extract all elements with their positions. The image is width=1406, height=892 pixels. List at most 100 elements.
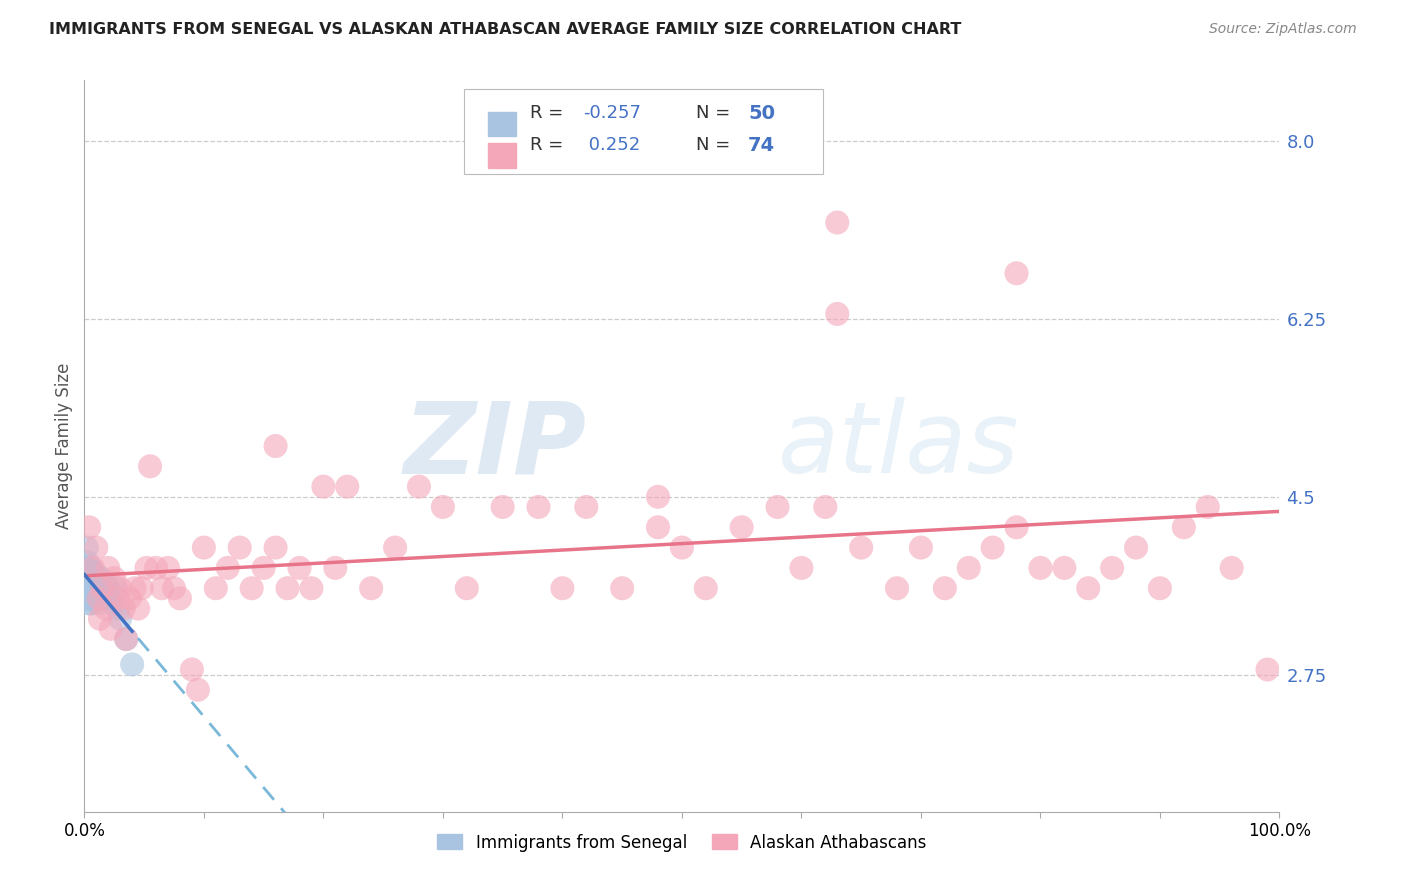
Point <box>135 561 157 575</box>
Point <box>827 307 849 321</box>
Point <box>82 561 104 575</box>
Point <box>551 581 574 595</box>
Point <box>131 581 153 595</box>
Point <box>264 541 287 555</box>
Point <box>886 581 908 595</box>
Point <box>205 581 228 595</box>
Legend: Immigrants from Senegal, Alaskan Athabascans: Immigrants from Senegal, Alaskan Athabas… <box>430 827 934 858</box>
Point <box>814 500 837 514</box>
Point <box>1053 561 1076 575</box>
Text: Source: ZipAtlas.com: Source: ZipAtlas.com <box>1209 22 1357 37</box>
Point <box>312 480 335 494</box>
Text: atlas: atlas <box>778 398 1019 494</box>
Point <box>851 541 873 555</box>
Point <box>77 586 100 600</box>
Text: N =: N = <box>696 136 735 153</box>
Point <box>647 490 669 504</box>
Point <box>77 581 100 595</box>
Point <box>910 541 932 555</box>
Point <box>84 576 107 591</box>
Point <box>240 581 263 595</box>
Text: 0.252: 0.252 <box>583 136 641 153</box>
Point <box>104 581 127 595</box>
Text: 74: 74 <box>748 136 775 154</box>
Point <box>766 500 789 514</box>
Point <box>1005 266 1028 280</box>
Point <box>79 591 101 606</box>
Text: 50: 50 <box>748 104 775 123</box>
Point <box>127 601 149 615</box>
Point <box>86 541 108 555</box>
Point <box>93 576 115 591</box>
Point <box>91 581 114 595</box>
Text: R =: R = <box>530 104 569 122</box>
Point <box>432 500 454 514</box>
Point <box>80 586 103 600</box>
Point <box>981 541 1004 555</box>
Point <box>84 566 107 580</box>
Point <box>1005 520 1028 534</box>
Point <box>83 571 105 585</box>
Point <box>87 591 110 606</box>
Point <box>671 541 693 555</box>
Point <box>1197 500 1219 514</box>
Point <box>1101 561 1123 575</box>
Point <box>336 480 359 494</box>
Point <box>157 561 180 575</box>
Point <box>169 591 191 606</box>
Text: R =: R = <box>530 136 569 153</box>
Point <box>288 561 311 575</box>
Point <box>150 581 173 595</box>
Text: ZIP: ZIP <box>404 398 586 494</box>
Point <box>76 581 98 595</box>
Point <box>97 561 120 575</box>
Point <box>612 581 634 595</box>
Point <box>115 632 138 646</box>
Point <box>187 682 209 697</box>
Point <box>87 597 110 611</box>
Point <box>82 576 104 591</box>
Point <box>408 480 430 494</box>
Point <box>647 520 669 534</box>
Point <box>89 612 111 626</box>
Point <box>87 581 110 595</box>
Point <box>86 591 108 606</box>
Point <box>229 541 252 555</box>
Point <box>79 561 101 575</box>
Point <box>82 591 104 606</box>
Point <box>80 571 103 585</box>
Point <box>77 520 100 534</box>
Point <box>96 581 118 595</box>
Point <box>145 561 167 575</box>
Point <box>193 541 215 555</box>
Point <box>118 591 141 606</box>
Point <box>934 581 956 595</box>
Point <box>1220 561 1243 575</box>
Point <box>456 581 478 595</box>
Point <box>384 541 406 555</box>
Point <box>492 500 515 514</box>
Text: IMMIGRANTS FROM SENEGAL VS ALASKAN ATHABASCAN AVERAGE FAMILY SIZE CORRELATION CH: IMMIGRANTS FROM SENEGAL VS ALASKAN ATHAB… <box>49 22 962 37</box>
Point <box>163 581 186 595</box>
Point <box>100 586 122 600</box>
Point <box>1029 561 1052 575</box>
Point <box>89 571 111 585</box>
Point <box>94 601 117 615</box>
Point <box>100 622 122 636</box>
Point <box>277 581 299 595</box>
Point <box>91 581 114 595</box>
Point <box>301 581 323 595</box>
Point <box>79 566 101 580</box>
Point <box>827 215 849 229</box>
Point <box>790 561 813 575</box>
Y-axis label: Average Family Size: Average Family Size <box>55 363 73 529</box>
Point <box>80 597 103 611</box>
Point <box>527 500 550 514</box>
Point <box>695 581 717 595</box>
Point <box>124 581 146 595</box>
Point <box>139 459 162 474</box>
Point <box>76 541 98 555</box>
Point <box>1257 663 1279 677</box>
Point <box>107 601 129 615</box>
Point <box>253 561 276 575</box>
